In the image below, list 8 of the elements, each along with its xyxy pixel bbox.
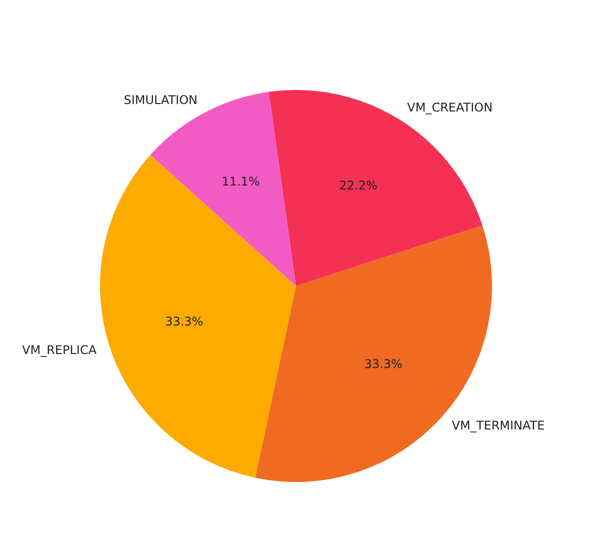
slice-label: VM_REPLICA [22,342,98,357]
data-label: 11.1% [222,174,260,188]
data-label: 22.2% [339,178,378,192]
slice-label: VM_CREATION [407,100,493,114]
slice-label: SIMULATION [124,92,198,107]
slice-label: VM_TERMINATE [452,418,545,432]
data-label: 33.3% [364,356,402,371]
data-label: 33.3% [165,314,204,328]
